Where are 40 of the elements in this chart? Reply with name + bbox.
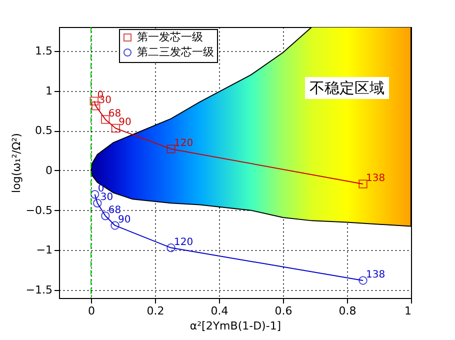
point — [166, 144, 176, 154]
point — [101, 115, 110, 124]
annotation: 120 — [174, 236, 194, 248]
annotation: 90 — [118, 117, 132, 128]
point — [101, 212, 110, 220]
y-tick-label: −1 — [36, 244, 52, 257]
annotation: 30 — [100, 192, 114, 204]
point — [90, 190, 100, 199]
point — [93, 198, 102, 208]
point — [111, 124, 120, 133]
annotation: 68 — [108, 108, 122, 120]
legend-label: 第一发芯一级 — [137, 30, 203, 44]
y-tick-label: 0 — [46, 164, 52, 177]
point — [358, 180, 368, 188]
point — [90, 96, 99, 106]
x-tick-label: 0.4 — [210, 304, 228, 318]
y-tick-label: 1 — [46, 84, 52, 98]
point — [91, 102, 100, 110]
x-tick-label: 0.6 — [274, 304, 292, 318]
annotation: 68 — [108, 204, 122, 216]
y-tick-label: −0.5 — [26, 204, 52, 217]
annotation: 90 — [118, 214, 131, 226]
x-tick-label: 0.8 — [338, 304, 356, 318]
annotation: 138 — [366, 269, 386, 280]
legend-label: 第二三发芯一级 — [137, 46, 214, 58]
x-tick-label: 0 — [88, 304, 95, 318]
point — [358, 276, 368, 285]
point — [166, 243, 176, 252]
annotation: 138 — [366, 173, 386, 184]
point — [110, 221, 120, 230]
annotation: 不稳定区域 — [310, 79, 384, 97]
x-tick-label: 0.2 — [146, 304, 164, 318]
y-axis-title: log(ω₁²/Ω²) — [10, 133, 23, 193]
annotation: 120 — [174, 138, 194, 149]
x-axis-title: α²[2YmB(1-D)-1] — [190, 320, 282, 332]
x-tick-label: 1 — [404, 304, 412, 318]
y-tick-label: 0.5 — [35, 124, 52, 138]
annotation: 0 — [98, 183, 104, 194]
y-tick-label: −1.5 — [26, 284, 52, 297]
y-tick-label: 1.5 — [35, 44, 52, 58]
